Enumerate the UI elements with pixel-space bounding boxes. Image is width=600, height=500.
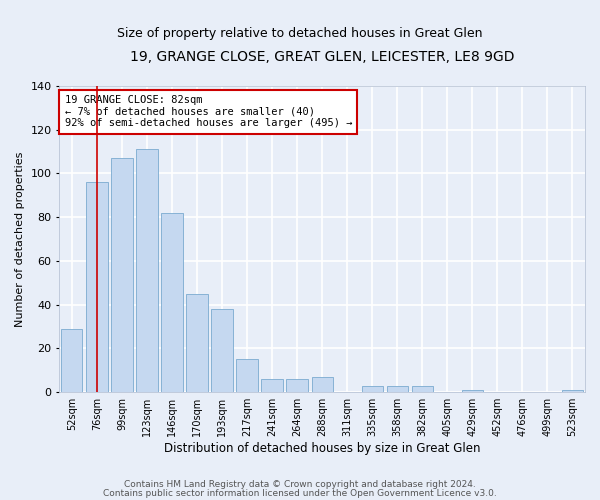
Text: 19 GRANGE CLOSE: 82sqm
← 7% of detached houses are smaller (40)
92% of semi-deta: 19 GRANGE CLOSE: 82sqm ← 7% of detached …: [65, 95, 352, 128]
Bar: [236, 360, 258, 392]
Bar: [386, 386, 408, 392]
Bar: [286, 379, 308, 392]
Bar: [562, 390, 583, 392]
Bar: [111, 158, 133, 392]
Bar: [362, 386, 383, 392]
Bar: [262, 379, 283, 392]
Bar: [86, 182, 107, 392]
Bar: [462, 390, 483, 392]
X-axis label: Distribution of detached houses by size in Great Glen: Distribution of detached houses by size …: [164, 442, 481, 455]
Bar: [136, 150, 158, 392]
Bar: [311, 377, 333, 392]
Text: Contains public sector information licensed under the Open Government Licence v3: Contains public sector information licen…: [103, 488, 497, 498]
Text: Size of property relative to detached houses in Great Glen: Size of property relative to detached ho…: [117, 28, 483, 40]
Text: Contains HM Land Registry data © Crown copyright and database right 2024.: Contains HM Land Registry data © Crown c…: [124, 480, 476, 489]
Bar: [187, 294, 208, 392]
Bar: [412, 386, 433, 392]
Title: 19, GRANGE CLOSE, GREAT GLEN, LEICESTER, LE8 9GD: 19, GRANGE CLOSE, GREAT GLEN, LEICESTER,…: [130, 50, 514, 64]
Bar: [211, 309, 233, 392]
Bar: [161, 213, 182, 392]
Bar: [61, 329, 82, 392]
Y-axis label: Number of detached properties: Number of detached properties: [15, 152, 25, 327]
